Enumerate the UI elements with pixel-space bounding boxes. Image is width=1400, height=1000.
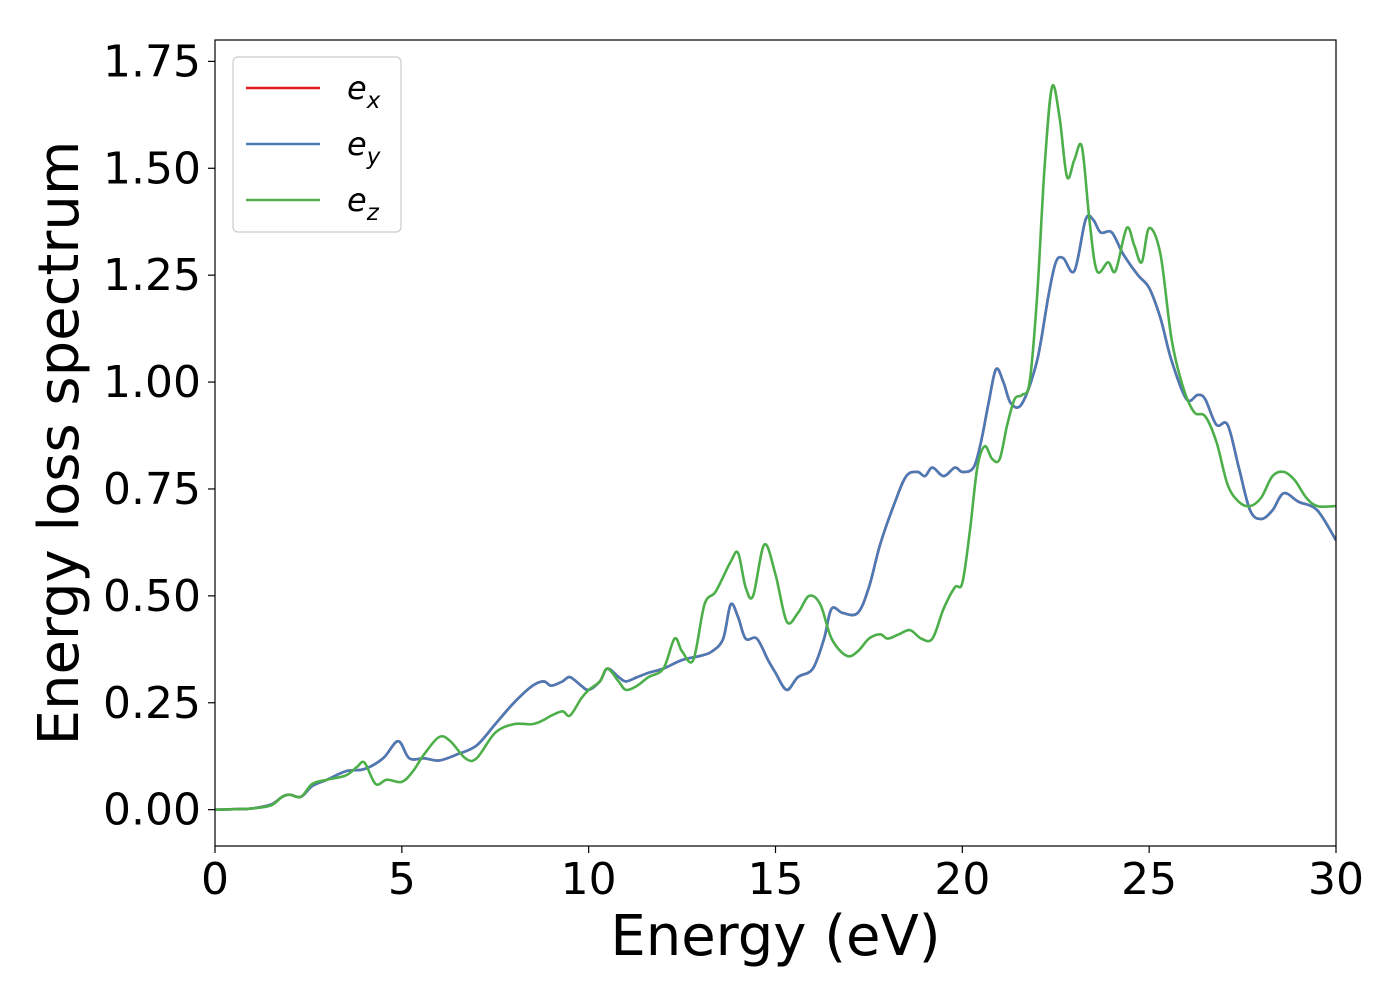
x-tick-label: 25 xyxy=(1121,854,1177,905)
series-line-y xyxy=(215,213,1336,811)
y-axis-label: Energy loss spectrum xyxy=(27,141,92,746)
y-tick-label: 1.00 xyxy=(103,357,201,408)
y-tick-label: 0.00 xyxy=(103,785,201,836)
legend: ex ey ez xyxy=(232,56,402,233)
x-tick-label: 10 xyxy=(561,854,617,905)
x-tick-label: 20 xyxy=(934,854,990,905)
x-tick-label: 5 xyxy=(388,854,416,905)
series-layer xyxy=(215,83,1336,811)
series-line-z xyxy=(215,83,1336,811)
x-tick-label: 15 xyxy=(748,854,804,905)
y-axis: 0.00 0.25 0.50 0.75 1.00 1.25 1.50 1.75 xyxy=(103,36,215,836)
y-tick-label: 1.75 xyxy=(103,36,201,87)
x-axis: 0 5 10 15 20 25 30 xyxy=(201,846,1364,905)
x-tick-label: 30 xyxy=(1308,854,1364,905)
y-tick-label: 0.50 xyxy=(103,571,201,622)
legend-label-y: ey xyxy=(347,125,381,170)
y-tick-label: 0.75 xyxy=(103,464,201,515)
x-axis-label: Energy (eV) xyxy=(610,904,940,969)
y-tick-label: 1.25 xyxy=(103,250,201,301)
legend-label-z: ez xyxy=(347,181,380,226)
y-tick-label: 0.25 xyxy=(103,678,201,729)
y-tick-label: 1.50 xyxy=(103,143,201,194)
legend-label-x: ex xyxy=(347,69,381,114)
x-tick-label: 0 xyxy=(201,854,229,905)
